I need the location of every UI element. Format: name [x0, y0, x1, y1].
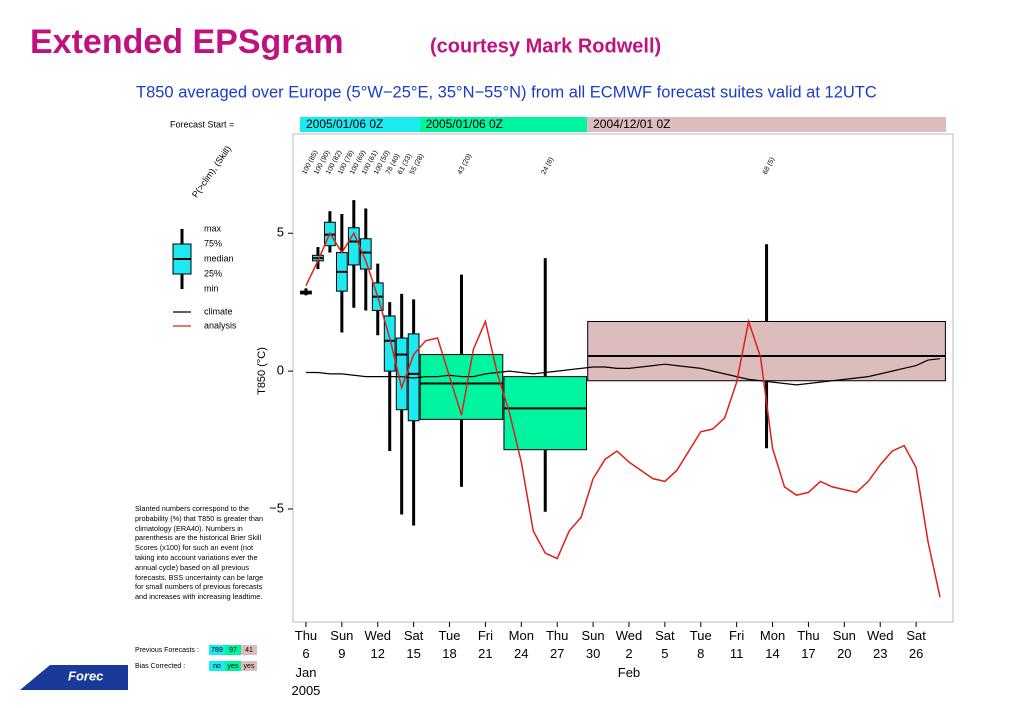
x-tick-label: Thu 17 [797, 628, 820, 661]
series-line [305, 231, 941, 598]
x-tick-label: Tue 18 [438, 628, 461, 661]
forecast-start-text: 2005/01/06 0Z [306, 117, 383, 131]
table-cell [209, 645, 225, 655]
x-tick-label: Sat 5 [655, 628, 675, 661]
y-tick-label: 5 [277, 225, 284, 240]
table-cell-text: yes [228, 663, 239, 670]
month-label: Jan [295, 665, 317, 680]
forecast-start-bar [299, 117, 420, 132]
box-legend-text: median [204, 253, 234, 263]
forecast-start-text: 2005/01/06 0Z [426, 117, 503, 131]
x-tick-label: Tue 8 [689, 628, 712, 661]
legend-text: analysis [204, 320, 237, 330]
table-cell [241, 645, 257, 655]
table-label: Previous Forecasts : [135, 647, 199, 654]
footer-text: Forec [68, 668, 104, 683]
table-cell [225, 661, 241, 671]
forecast-start-text: 2004/12/01 0Z [593, 117, 670, 131]
table-label: Bias Corrected : [135, 663, 185, 670]
table-cell [225, 645, 241, 655]
forecast-start-bar [587, 117, 947, 132]
table-cell-text: yes [244, 663, 255, 670]
month-label: Feb [617, 665, 641, 680]
prob-title: P(>clim), (Skill) [190, 144, 233, 199]
box-body [359, 238, 372, 270]
x-tick-label: Fri 11 [729, 628, 745, 661]
box-legend-text: max [204, 223, 222, 233]
x-tick-label: Wed 12 [364, 628, 391, 661]
x-tick-label: Thu 27 [545, 628, 569, 661]
legend-text: climate [204, 306, 233, 316]
box-legend-text: 25% [204, 268, 222, 278]
note-text: Slanted numbers correspond to the probab… [135, 504, 264, 602]
x-tick-label: Fri 21 [477, 628, 493, 661]
x-tick-label: Thu 6 [294, 628, 318, 661]
series-line [305, 358, 941, 386]
table-cell-text: 41 [245, 647, 253, 654]
x-tick-label: Mon 14 [759, 628, 786, 661]
forecast-start-bar [419, 117, 588, 132]
prob-label: 68 (5) [762, 156, 777, 175]
x-tick-label: Sat 26 [906, 628, 926, 661]
x-tick-label: Sun 20 [832, 628, 856, 661]
slide-title: Extended EPSgram [30, 23, 344, 61]
box-legend-text: min [204, 283, 219, 293]
footer-banner [20, 665, 128, 690]
table-cell [241, 661, 257, 671]
y-tick-label: 0 [277, 363, 284, 378]
x-tick-label: Sun 30 [581, 628, 605, 661]
forecast-start-label: Forecast Start = [170, 119, 234, 129]
slide-subtitle: (courtesy Mark Rodwell) [430, 35, 661, 57]
table-cell-text: 97 [229, 647, 237, 654]
y-tick-label: −5 [269, 500, 284, 515]
table-cell-text: no [213, 663, 221, 670]
prob-label: 24 (8) [540, 156, 555, 175]
x-tick-label: Mon 24 [508, 628, 534, 661]
x-tick-label: Sun 9 [330, 628, 354, 661]
box-body [503, 376, 588, 451]
x-tick-label: Sat 15 [403, 628, 424, 661]
table-cell [209, 661, 225, 671]
box-body [383, 315, 396, 372]
x-tick-label: Wed 23 [866, 628, 894, 661]
box-body [419, 354, 504, 420]
prob-label: 43 (20) [457, 153, 474, 176]
x-tick-label: Wed 2 [615, 628, 643, 661]
year-label: 2005 [291, 683, 321, 698]
plot-frame [292, 133, 954, 623]
table-cell-text: 789 [211, 647, 223, 654]
y-axis-label: T850 (°C) [256, 347, 268, 395]
box-legend-text: 75% [204, 238, 222, 248]
chart-title: T850 averaged over Europe (5°W−25°E, 35°… [136, 83, 877, 101]
box-body [587, 320, 946, 382]
